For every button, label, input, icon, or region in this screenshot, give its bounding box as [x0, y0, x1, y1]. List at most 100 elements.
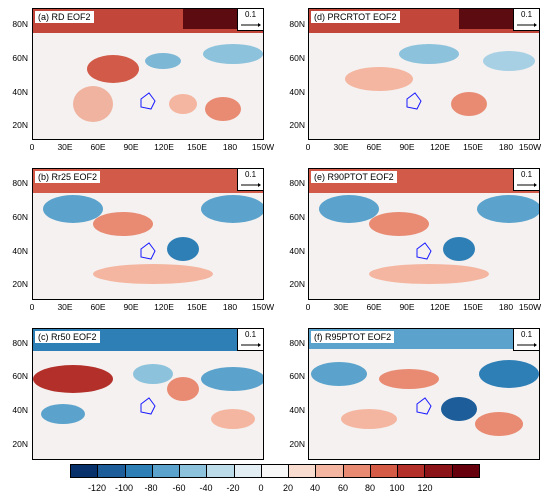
colorbar-cell — [398, 465, 426, 477]
lon-label: 0 — [305, 302, 311, 312]
lat-label-20n: 20N — [12, 439, 28, 449]
arrow-icon — [517, 23, 537, 27]
lon-label: 180 — [498, 302, 514, 312]
lon-label: 60E — [90, 302, 106, 312]
panel-d-ref-vector: 0.1 — [513, 9, 539, 31]
lon-label: 150E — [187, 302, 207, 312]
colorbar-cell — [180, 465, 208, 477]
colorbar-cell — [452, 465, 479, 477]
colorbar-label: 0 — [258, 483, 264, 493]
lon-label: 150W — [518, 302, 542, 312]
colorbar-label: -100 — [114, 483, 133, 493]
lat-label-60n: 60N — [12, 371, 28, 381]
arrow-icon — [517, 183, 537, 187]
colorbar-cell — [98, 465, 126, 477]
lat-label-80n: 80N — [289, 19, 305, 29]
lat-label-40n: 40N — [12, 246, 28, 256]
lon-label: 30E — [333, 142, 349, 152]
panel-b-title: (b) Rr25 EOF2 — [35, 171, 101, 183]
lat-label-20n: 20N — [289, 120, 305, 130]
lon-label: 0 — [29, 302, 35, 312]
panel-d: (d) PRCRTOT EOF2 0.1 — [308, 8, 540, 140]
panel-a-field — [33, 9, 263, 139]
colorbar-cell — [370, 465, 399, 477]
lon-label: 60E — [366, 302, 382, 312]
lat-label-80n: 80N — [289, 338, 305, 348]
colorbar-label: -20 — [226, 483, 240, 493]
colorbar-label: 80 — [364, 483, 375, 493]
lat-label-80n: 80N — [12, 338, 28, 348]
panel-a: (a) RD EOF2 0.1 — [32, 8, 264, 140]
lon-label: 90E — [399, 302, 415, 312]
arrow-icon — [241, 343, 261, 347]
colorbar-cell — [289, 465, 317, 477]
lat-label-60n: 60N — [289, 212, 305, 222]
colorbar-cell — [316, 465, 344, 477]
panel-f-title: (f) R95PTOT EOF2 — [311, 331, 395, 343]
panel-c-field — [33, 329, 263, 459]
arrow-icon — [517, 343, 537, 347]
lat-label-60n: 60N — [289, 371, 305, 381]
colorbar-label: 40 — [309, 483, 320, 493]
lat-label-60n: 60N — [12, 212, 28, 222]
colorbar — [70, 464, 480, 478]
colorbar-cell — [343, 465, 371, 477]
colorbar-label: 20 — [282, 483, 293, 493]
colorbar-label: -80 — [144, 483, 158, 493]
lon-label: 180 — [222, 302, 238, 312]
lon-label: 180 — [222, 142, 238, 152]
lat-label-20n: 20N — [12, 120, 28, 130]
panel-e-title: (e) R90PTOT EOF2 — [311, 171, 397, 183]
lon-label: 150E — [463, 142, 483, 152]
panel-c-title: (c) Rr50 EOF2 — [35, 331, 100, 343]
panel-b: (b) Rr25 EOF2 0.1 — [32, 168, 264, 300]
panel-f-ref-vector: 0.1 — [513, 329, 539, 351]
colorbar-cell — [125, 465, 153, 477]
panel-e-field — [309, 169, 539, 299]
lat-label-40n: 40N — [289, 405, 305, 415]
colorbar-label: 120 — [417, 483, 433, 493]
lat-label-20n: 20N — [289, 439, 305, 449]
lon-label: 150W — [518, 142, 542, 152]
lat-label-20n: 20N — [12, 279, 28, 289]
lon-label: 30E — [57, 302, 73, 312]
lon-label: 30E — [57, 142, 73, 152]
arrow-icon — [241, 23, 261, 27]
lat-label-40n: 40N — [12, 87, 28, 97]
lon-label: 120E — [430, 142, 450, 152]
colorbar-label: 60 — [337, 483, 348, 493]
panel-e-ref-vector: 0.1 — [513, 169, 539, 191]
lon-label: 120E — [154, 302, 174, 312]
lat-label-80n: 80N — [12, 178, 28, 188]
colorbar-label: 100 — [389, 483, 405, 493]
colorbar-cell — [234, 465, 262, 477]
lon-label: 90E — [123, 142, 139, 152]
lon-label: 60E — [90, 142, 106, 152]
panel-c: (c) Rr50 EOF2 0.1 — [32, 328, 264, 460]
lon-label: 150W — [251, 142, 275, 152]
colorbar-cell — [152, 465, 181, 477]
panel-a-ref-vector: 0.1 — [237, 9, 263, 31]
lat-label-60n: 60N — [289, 53, 305, 63]
lon-label: 120E — [430, 302, 450, 312]
lon-label: 150E — [187, 142, 207, 152]
lon-label: 30E — [333, 302, 349, 312]
panel-b-field — [33, 169, 263, 299]
colorbar-cell — [71, 465, 99, 477]
colorbar-cell — [425, 465, 453, 477]
lon-label: 150E — [463, 302, 483, 312]
colorbar-label: -40 — [199, 483, 213, 493]
lon-label: 0 — [305, 142, 311, 152]
panel-f: (f) R95PTOT EOF2 0.1 — [308, 328, 540, 460]
lon-label: 0 — [29, 142, 35, 152]
panel-e: (e) R90PTOT EOF2 0.1 — [308, 168, 540, 300]
panel-d-title: (d) PRCRTOT EOF2 — [311, 11, 400, 23]
colorbar-cell — [207, 465, 235, 477]
panel-f-field — [309, 329, 539, 459]
panel-a-title: (a) RD EOF2 — [35, 11, 94, 23]
lat-label-20n: 20N — [289, 279, 305, 289]
lat-label-40n: 40N — [12, 405, 28, 415]
lat-label-60n: 60N — [12, 53, 28, 63]
colorbar-label: -120 — [87, 483, 106, 493]
lon-label: 60E — [366, 142, 382, 152]
